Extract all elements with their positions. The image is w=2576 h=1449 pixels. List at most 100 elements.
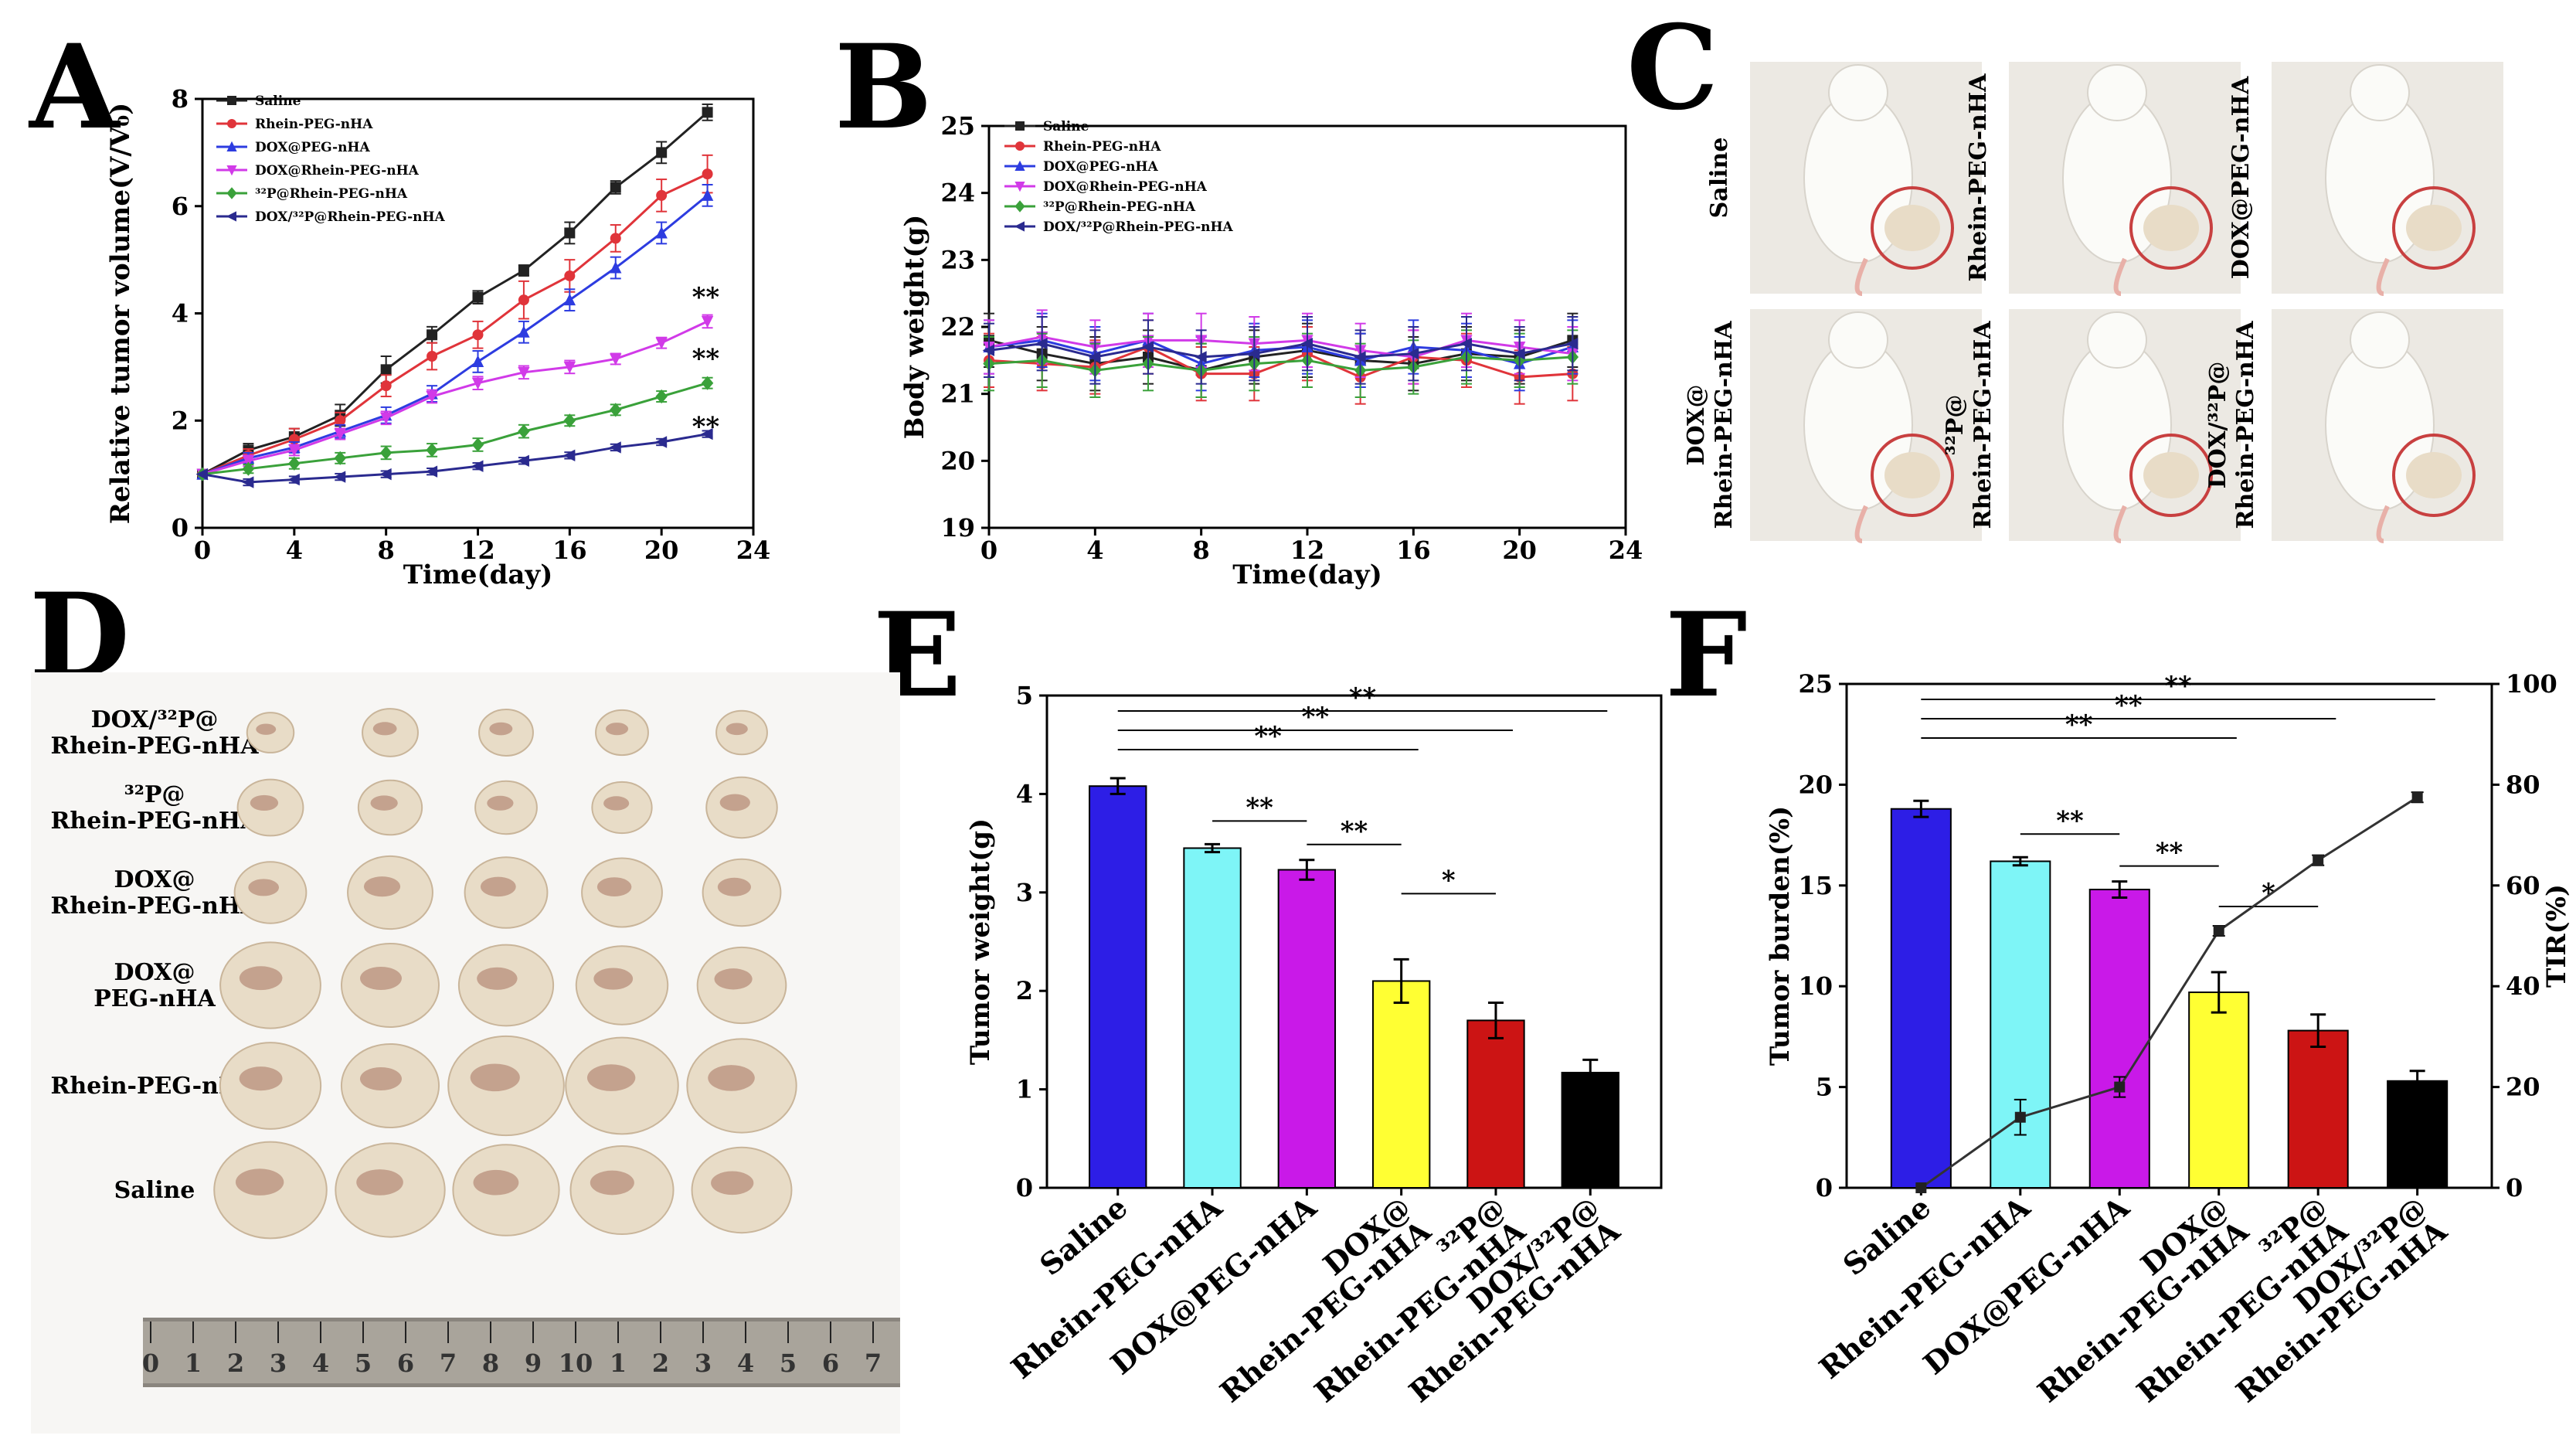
- x-axis-title: Time(day): [1232, 560, 1382, 590]
- y-tick-label: 20: [1798, 770, 1833, 799]
- ruler-number: 2: [227, 1349, 244, 1378]
- mouse-tail: [2113, 257, 2127, 296]
- tumor-sample: [595, 709, 649, 757]
- tumor-sample: [447, 1035, 565, 1137]
- tumor-hemorrhage: [235, 1168, 284, 1196]
- data-point: [564, 227, 576, 239]
- data-point: [655, 226, 668, 239]
- y2-tick-label: 100: [2506, 669, 2557, 699]
- data-point: [471, 377, 484, 390]
- legend-label: DOX/³²P@Rhein-PEG-nHA: [255, 209, 446, 225]
- data-point: [379, 445, 393, 460]
- tumor-blob: [1884, 452, 1940, 498]
- data-point: [701, 427, 713, 440]
- data-point: [242, 476, 254, 488]
- x-tick-label: 12: [460, 536, 495, 565]
- tumor-hemorrhage: [359, 1066, 403, 1091]
- y-tick-label: 24: [940, 179, 975, 208]
- x-tick-label: 24: [736, 536, 771, 565]
- panel-d-tumor-photo: DOX/³²P@ Rhein-PEG-nHA ³²P@ Rhein-PEG-nHA DO…: [31, 672, 900, 1434]
- y-tick-label: 23: [940, 245, 975, 274]
- tumor-hemorrhage: [593, 968, 634, 990]
- plot-frame: [1845, 682, 2493, 1189]
- data-point: [1088, 351, 1101, 363]
- data-point: [1247, 347, 1260, 360]
- tumor-hemorrhage: [726, 723, 748, 736]
- ruler-number: 3: [270, 1349, 287, 1378]
- data-point: [610, 233, 621, 244]
- data-point: [562, 449, 576, 462]
- data-point: [379, 412, 393, 425]
- data-point: [379, 468, 392, 481]
- y-tick-label: 4: [172, 299, 189, 328]
- data-point: [426, 391, 438, 403]
- series-line: [988, 338, 1573, 372]
- data-point: [380, 380, 392, 392]
- data-point: [333, 471, 346, 483]
- significance-label: **: [692, 412, 720, 443]
- tumor-sample: [219, 941, 321, 1029]
- legend-marker: [227, 119, 236, 128]
- ruler-number: 5: [355, 1349, 372, 1378]
- tir-point: [2313, 855, 2324, 866]
- tumor-blob: [2143, 452, 2199, 498]
- bar: [1183, 847, 1242, 1189]
- data-point: [654, 436, 668, 448]
- series-line: [202, 320, 709, 476]
- tumor-hemorrhage: [239, 966, 283, 991]
- ruler-face: [143, 1321, 900, 1383]
- row-label: DOX/³²P@ Rhein-PEG-nHA: [51, 706, 260, 760]
- ruler-number: 5: [780, 1349, 797, 1378]
- plot-frame: [1045, 694, 1663, 1189]
- significance-label: **: [692, 344, 720, 375]
- tumor-sample: [696, 946, 787, 1025]
- data-point: [471, 355, 484, 367]
- mouse-tail: [2376, 257, 2390, 296]
- ruler-number: 4: [737, 1349, 754, 1378]
- data-point: [1406, 347, 1419, 360]
- data-point: [655, 337, 668, 350]
- legend-marker: [1014, 182, 1025, 192]
- x-tick-label: 20: [644, 536, 679, 565]
- data-point: [426, 443, 438, 457]
- tumor-hemorrhage: [250, 794, 279, 811]
- bar: [1990, 860, 2051, 1189]
- photo-label: Saline: [1706, 138, 1733, 219]
- data-point: [518, 265, 529, 276]
- tumor-sample: [335, 1142, 446, 1238]
- data-point: [242, 455, 255, 468]
- mouse-head: [1828, 311, 1888, 369]
- mouse-head: [2350, 64, 2410, 121]
- panel-c-mouse-photos: Saline Rhein-PEG-nHA DOX@PEG-nHA DOX@Rhein-…: [1683, 62, 2503, 543]
- legend-marker: [1015, 141, 1025, 151]
- ruler-number: 0: [142, 1349, 159, 1378]
- tumor-hemorrhage: [477, 967, 518, 990]
- x-tick-label: 16: [552, 536, 587, 565]
- legend-label: DOX@PEG-nHA: [255, 140, 370, 155]
- tumor-sample: [474, 780, 538, 835]
- data-point: [655, 389, 668, 404]
- y-tick-label: 20: [940, 446, 975, 475]
- tumor-blob: [2406, 205, 2462, 251]
- series-line: [202, 111, 709, 475]
- data-point: [242, 461, 255, 476]
- legend-label: Saline: [255, 94, 301, 109]
- legend-label: ³²P@Rhein-PEG-nHA: [1043, 199, 1196, 215]
- series-line: [988, 345, 1573, 379]
- data-point: [1513, 347, 1525, 360]
- y-tick-label: 1: [1016, 1075, 1033, 1104]
- tir-point: [1915, 1182, 1927, 1193]
- photo-label: DOX@PEG-nHA: [2228, 76, 2255, 279]
- tumor-hemorrhage: [360, 967, 402, 990]
- data-point: [1300, 337, 1313, 350]
- significance-label: **: [1341, 816, 1368, 847]
- y-tick-label: 19: [940, 513, 975, 543]
- mouse-tail: [2376, 505, 2390, 543]
- bar: [1561, 1071, 1619, 1189]
- data-point: [563, 293, 576, 306]
- tumor-sample: [246, 712, 295, 753]
- x-tick-label: 4: [1086, 536, 1103, 565]
